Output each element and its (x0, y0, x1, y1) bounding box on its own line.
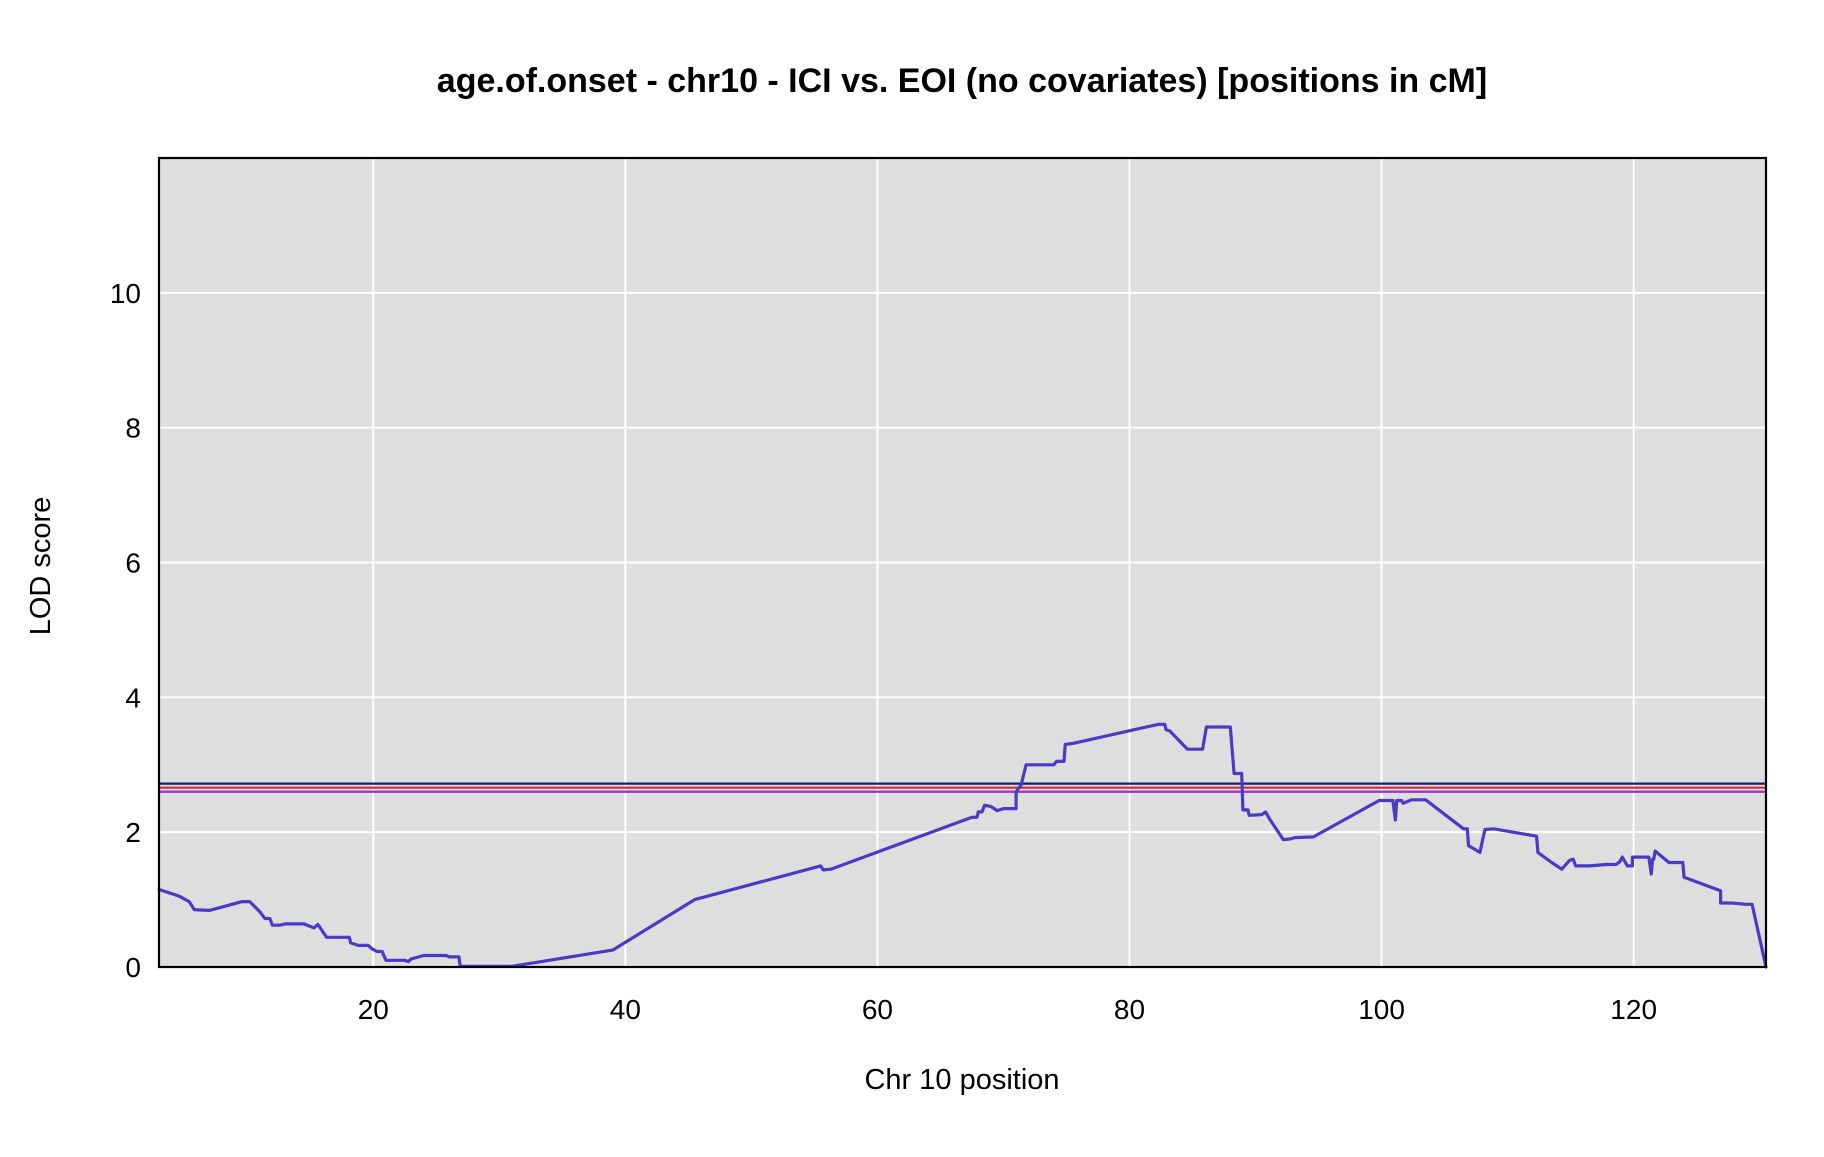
x-tick-label: 120 (1610, 994, 1657, 1025)
chart-title: age.of.onset - chr10 - ICI vs. EOI (no c… (437, 62, 1487, 100)
y-tick-label: 2 (125, 817, 141, 848)
y-tick-label: 6 (125, 548, 141, 579)
x-tick-label: 20 (358, 994, 389, 1025)
y-axis-label: LOD score (25, 497, 57, 636)
lod-series-line (157, 722, 1768, 969)
x-tick-label: 60 (862, 994, 893, 1025)
y-tick-label: 8 (125, 413, 141, 444)
y-tick-label: 0 (125, 952, 141, 983)
x-axis-label: Chr 10 position (864, 1064, 1059, 1096)
plot-area: 20 40 60 80 100 120 0 2 4 6 8 10 (110, 156, 1768, 1025)
y-tick-label: 10 (110, 278, 141, 309)
x-tick-label: 100 (1358, 994, 1405, 1025)
x-tick-label: 40 (610, 994, 641, 1025)
y-tick-label: 4 (125, 682, 141, 713)
x-tick-label: 80 (1114, 994, 1145, 1025)
plot-frame (157, 156, 1768, 969)
